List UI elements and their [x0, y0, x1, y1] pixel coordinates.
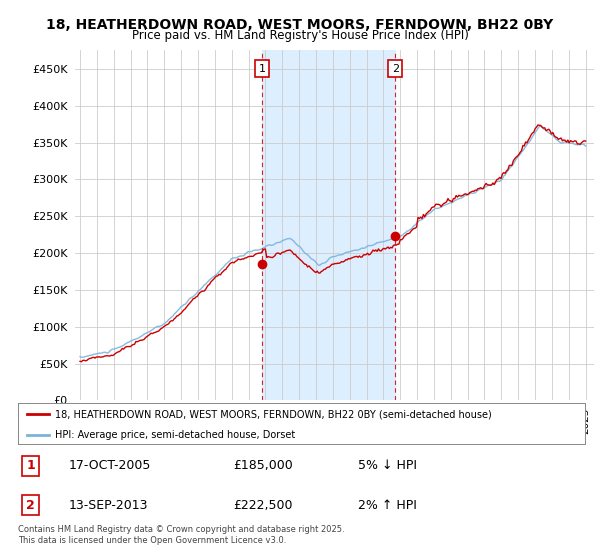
Text: £185,000: £185,000: [233, 459, 293, 472]
Text: 17-OCT-2005: 17-OCT-2005: [69, 459, 151, 472]
Bar: [262, 50, 395, 400]
Text: 18, HEATHERDOWN ROAD, WEST MOORS, FERNDOWN, BH22 0BY: 18, HEATHERDOWN ROAD, WEST MOORS, FERNDO…: [46, 18, 554, 32]
Text: £222,500: £222,500: [233, 498, 293, 512]
Text: 13-SEP-2013: 13-SEP-2013: [69, 498, 149, 512]
Text: Price paid vs. HM Land Registry's House Price Index (HPI): Price paid vs. HM Land Registry's House …: [131, 29, 469, 42]
Text: 1: 1: [26, 459, 35, 472]
Text: 2% ↑ HPI: 2% ↑ HPI: [358, 498, 417, 512]
Text: HPI: Average price, semi-detached house, Dorset: HPI: Average price, semi-detached house,…: [55, 430, 295, 440]
Text: Contains HM Land Registry data © Crown copyright and database right 2025.
This d: Contains HM Land Registry data © Crown c…: [18, 525, 344, 545]
Text: 2: 2: [26, 498, 35, 512]
Text: 1: 1: [259, 64, 265, 74]
Text: 18, HEATHERDOWN ROAD, WEST MOORS, FERNDOWN, BH22 0BY (semi-detached house): 18, HEATHERDOWN ROAD, WEST MOORS, FERNDO…: [55, 409, 491, 419]
Text: 5% ↓ HPI: 5% ↓ HPI: [358, 459, 417, 472]
Text: 2: 2: [392, 64, 399, 74]
